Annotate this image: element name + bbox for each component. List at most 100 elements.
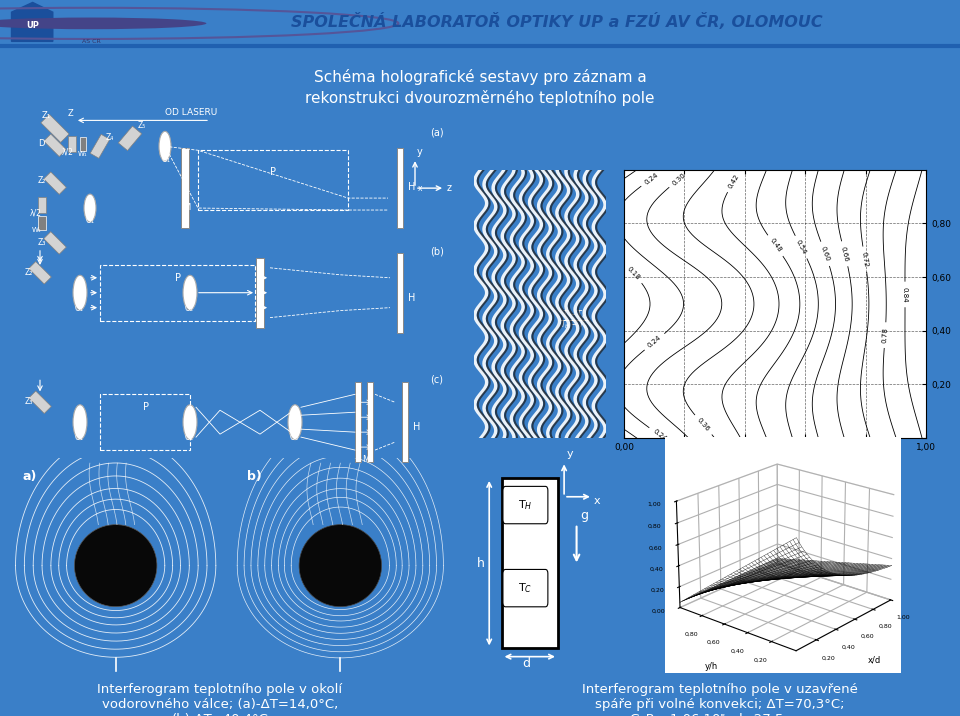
Bar: [100, 265, 255, 321]
Text: UP: UP: [26, 21, 39, 30]
Text: W₁: W₁: [32, 227, 41, 233]
Text: (c): (c): [430, 374, 443, 384]
Bar: [29, 261, 51, 284]
Text: Z₄: Z₄: [106, 133, 114, 142]
Text: 0.60: 0.60: [820, 246, 830, 262]
Ellipse shape: [73, 275, 87, 310]
Text: z: z: [447, 183, 452, 193]
Text: 0.24: 0.24: [647, 334, 662, 349]
FancyBboxPatch shape: [503, 569, 548, 607]
Bar: [29, 391, 51, 414]
Bar: [44, 232, 66, 254]
Ellipse shape: [159, 131, 171, 161]
Text: 0.84: 0.84: [902, 286, 908, 302]
Bar: [256, 258, 264, 327]
Text: 0.48: 0.48: [768, 238, 782, 253]
Text: O₁: O₁: [162, 155, 171, 164]
Text: (a): (a): [430, 127, 444, 137]
Text: H: H: [408, 182, 416, 192]
Text: h: h: [477, 557, 485, 570]
Text: Interferogram teplotního pole v uzavřené
spáře při volné konvekci; ΔT=70,3°C;
Gr: Interferogram teplotního pole v uzavřené…: [582, 683, 858, 716]
Text: 0.66: 0.66: [840, 246, 850, 262]
Bar: [502, 478, 558, 649]
Bar: [38, 216, 46, 230]
Text: SPOLEČNÁ LABORATOŘ OPTIKY UP a FZÚ AV ČR, OLOMOUC: SPOLEČNÁ LABORATOŘ OPTIKY UP a FZÚ AV ČR…: [291, 14, 823, 30]
Text: T$_H$: T$_H$: [518, 498, 533, 512]
Text: 0.18: 0.18: [626, 266, 640, 281]
Text: M: M: [256, 321, 263, 329]
Bar: [367, 382, 373, 462]
Bar: [397, 253, 403, 332]
Bar: [90, 135, 109, 158]
Text: H: H: [413, 422, 420, 432]
Bar: [44, 134, 66, 157]
Bar: [118, 126, 142, 150]
Text: (b): (b): [430, 247, 444, 257]
Text: OD LASERU: OD LASERU: [165, 108, 217, 117]
Bar: [397, 148, 403, 228]
Text: λ/2: λ/2: [62, 147, 74, 156]
Text: O₂: O₂: [185, 304, 194, 313]
Bar: [181, 148, 189, 228]
Text: O₃: O₃: [290, 433, 299, 442]
FancyBboxPatch shape: [503, 486, 548, 524]
Text: g: g: [580, 508, 588, 522]
Bar: [402, 382, 408, 462]
Text: d: d: [522, 657, 531, 670]
Text: x: x: [594, 496, 601, 506]
Text: y: y: [417, 147, 422, 158]
Text: 0.24: 0.24: [652, 428, 667, 442]
Text: b): b): [247, 470, 262, 483]
Text: Z: Z: [68, 110, 74, 118]
Text: O₁: O₁: [75, 433, 84, 442]
Text: 0.78: 0.78: [881, 327, 889, 343]
Text: x: x: [418, 184, 422, 193]
Ellipse shape: [183, 275, 197, 310]
Text: M: M: [362, 455, 370, 464]
Bar: [41, 115, 69, 142]
Bar: [355, 382, 361, 462]
Text: P: P: [175, 273, 181, 283]
Text: M: M: [183, 203, 190, 212]
Text: H: H: [408, 293, 416, 303]
Text: 0.30: 0.30: [671, 171, 686, 186]
Text: P: P: [270, 167, 276, 177]
Text: Schéma holografické sestavy pro záznam a
rekonstrukci dvourozměrného teplotního : Schéma holografické sestavy pro záznam a…: [305, 69, 655, 106]
Ellipse shape: [84, 194, 96, 222]
Polygon shape: [12, 2, 53, 42]
Text: W₁: W₁: [78, 151, 87, 158]
Bar: [44, 172, 66, 195]
X-axis label: x/d: x/d: [868, 655, 881, 664]
Ellipse shape: [288, 405, 302, 440]
Text: Z₂: Z₂: [38, 176, 46, 185]
Text: a): a): [22, 470, 36, 483]
Bar: [198, 150, 348, 210]
Text: 0.54: 0.54: [795, 239, 807, 256]
Circle shape: [300, 525, 381, 606]
Text: O₁: O₁: [75, 304, 84, 313]
Bar: [38, 197, 46, 213]
Text: 0.72: 0.72: [861, 251, 869, 267]
Text: y: y: [566, 450, 573, 460]
Bar: [100, 395, 190, 450]
Text: λ/2: λ/2: [30, 208, 42, 217]
Text: Z₁: Z₁: [42, 112, 51, 120]
Text: D: D: [38, 140, 44, 148]
Text: 0.36: 0.36: [696, 417, 710, 432]
Text: 0.24: 0.24: [643, 171, 660, 185]
Ellipse shape: [73, 405, 87, 440]
Ellipse shape: [183, 405, 197, 440]
Text: 0.42: 0.42: [728, 173, 740, 189]
Text: Interferogram teplotního pole v okolí
vodorovného válce; (a)-ΔT=14,0°C,
(b)-ΔT=4: Interferogram teplotního pole v okolí vo…: [97, 683, 343, 716]
Text: Z₃: Z₃: [38, 238, 46, 247]
Text: P: P: [143, 402, 149, 412]
Text: $\frac{T - T_c}{T_H - T_c}$: $\frac{T - T_c}{T_H - T_c}$: [560, 308, 588, 332]
Bar: [68, 136, 76, 153]
X-axis label: x/d: x/d: [767, 458, 783, 468]
Text: Z₂: Z₂: [25, 268, 34, 277]
Circle shape: [0, 17, 206, 29]
Text: O₁: O₁: [86, 216, 95, 225]
Text: T$_C$: T$_C$: [518, 581, 533, 595]
Circle shape: [75, 525, 156, 606]
Y-axis label: y/h: y/h: [705, 662, 718, 671]
